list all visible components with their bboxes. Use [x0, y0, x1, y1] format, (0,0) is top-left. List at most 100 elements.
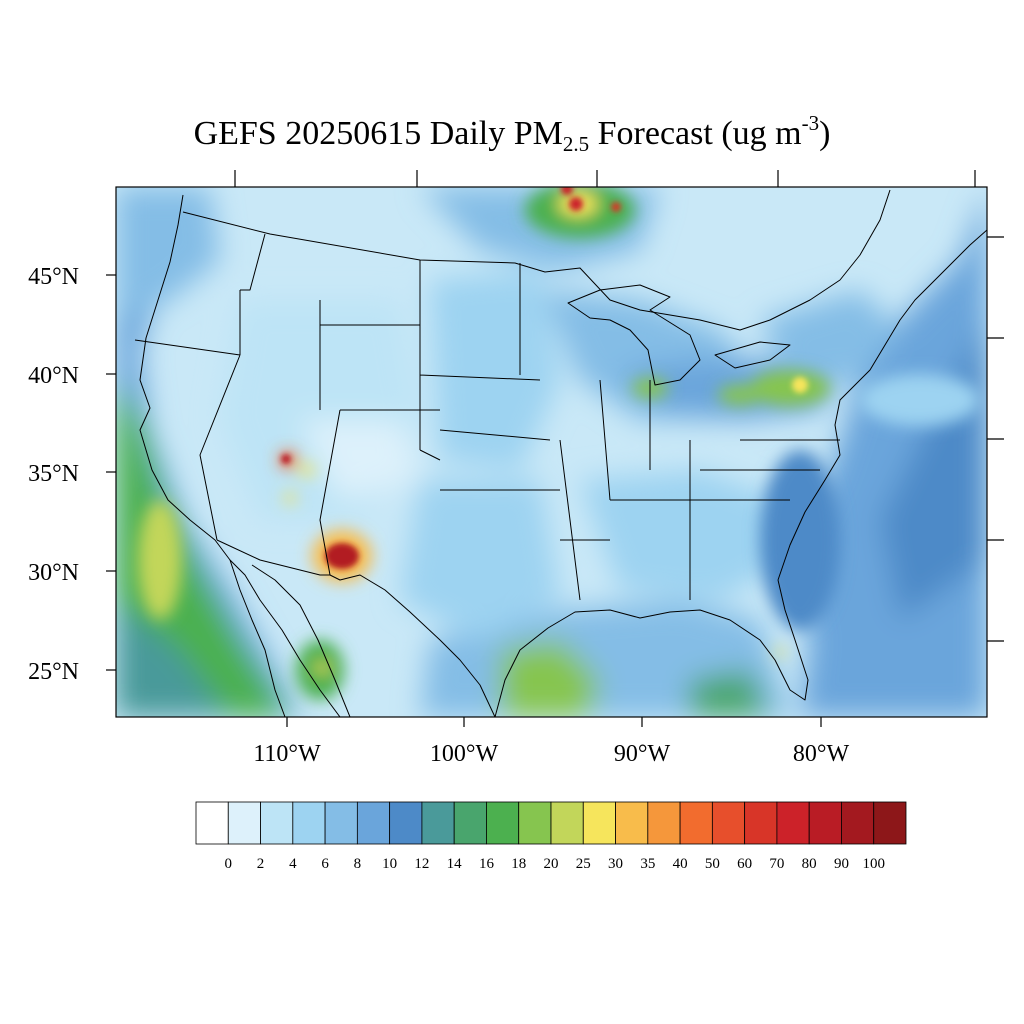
pacific-teal-field	[116, 600, 230, 717]
colorbar-swatch	[679, 801, 713, 845]
colorbar-tick-label: 0	[225, 856, 233, 872]
four-corners-light-field	[300, 420, 420, 500]
colorbar-swatch	[421, 801, 455, 845]
texas-field	[400, 480, 560, 640]
colorbar-tick-label: 6	[321, 856, 329, 872]
arizona-fire-3	[284, 492, 296, 504]
colorbar-tick-label: 2	[257, 856, 265, 872]
pacific-nw-field	[116, 187, 220, 320]
map-ticks	[106, 170, 1004, 727]
northeast-field	[760, 290, 900, 380]
colorbar-tick-label: 60	[737, 856, 752, 872]
colorbar-tick-label: 10	[382, 856, 397, 872]
lat-label: 40°N	[28, 363, 79, 389]
se-coast-band	[760, 450, 840, 630]
colorbar-tick-label: 20	[544, 856, 559, 872]
pm-features	[138, 187, 980, 700]
title-middle: Forecast (ug m	[589, 115, 802, 152]
lat-label: 45°N	[28, 264, 79, 290]
borders	[134, 189, 987, 717]
title-unit-superscript: -3	[801, 111, 820, 135]
new-mexico-fire-core	[325, 543, 359, 569]
lon-labels: 110°W 100°W 90°W 80°W	[253, 741, 849, 767]
atlantic-shore-band	[860, 374, 980, 426]
colorbar-tick-label: 25	[576, 856, 591, 872]
lat-label: 30°N	[28, 560, 79, 586]
great-lakes	[567, 284, 701, 386]
colorbar-swatch	[776, 801, 810, 845]
plains-field	[430, 270, 560, 470]
colorbar-swatch	[647, 801, 681, 845]
southeast-field	[580, 470, 790, 600]
colorbar-tick-label: 18	[511, 856, 526, 872]
atlantic-coastline	[777, 229, 987, 581]
colorbar-swatch	[550, 801, 584, 845]
mexico-coast	[251, 564, 351, 717]
gulf-green-field	[500, 640, 600, 717]
colorbar-swatch	[292, 801, 326, 845]
map-frame	[115, 186, 988, 718]
lon-label: 110°W	[253, 741, 321, 767]
colorbar-tick-label: 35	[640, 856, 655, 872]
pennsylvania-core	[792, 377, 808, 393]
title-pm-subscript: 2.5	[562, 132, 590, 156]
colorbar-tick-label: 50	[705, 856, 720, 872]
baja-coast	[229, 559, 341, 717]
colorbar-tick-label: 4	[289, 856, 297, 872]
arizona-fire-2	[300, 463, 314, 477]
canada-border	[182, 189, 891, 331]
title-suffix: )	[819, 115, 831, 152]
lat-label: 35°N	[28, 461, 79, 487]
colorbar-tick-label: 8	[354, 856, 362, 872]
ohio-plume-green	[718, 385, 762, 405]
colorbar-tick-label: 80	[802, 856, 817, 872]
colorbar-labels: 0 2 4 6 8 10 12 14 16 18 20 25 30 35 40 50 60 70 80 90 100	[225, 856, 885, 872]
colorbar-swatch	[615, 801, 649, 845]
lake-erie	[714, 341, 791, 369]
title-prefix: GEFS 20250615 Daily PM	[193, 115, 563, 152]
colorbar-tick-label: 90	[834, 856, 849, 872]
ontario-fire-core-2	[561, 187, 573, 195]
colorbar-swatch	[453, 801, 487, 845]
arizona-fire-core	[281, 454, 291, 464]
colorbar-swatch	[324, 801, 358, 845]
colorbar-tick-label: 70	[769, 856, 784, 872]
map-title: GEFS 20250615 Daily PM2.5 Forecast (ug m…	[0, 112, 1024, 156]
lon-label: 90°W	[614, 741, 671, 767]
florida-spot	[775, 647, 785, 657]
colorbar-swatch	[356, 801, 391, 845]
lon-label: 100°W	[430, 741, 499, 767]
west-coastline	[139, 194, 286, 717]
colorbar-swatch	[808, 801, 842, 845]
lon-label: 80°W	[793, 741, 850, 767]
colorbar-swatch	[518, 801, 552, 845]
pacific-coastal-green-field	[116, 380, 290, 717]
lat-labels: 45°N 40°N 35°N 30°N 25°N	[28, 264, 79, 685]
gulf-east-green-field	[690, 670, 770, 717]
colorbar-swatch	[873, 801, 907, 845]
ontario-fire-core-1	[569, 197, 583, 211]
colorbar-tick-label: 14	[447, 856, 463, 872]
colorbar-swatch	[195, 801, 229, 845]
colorbar-tick-label: 30	[608, 856, 623, 872]
baja-fire	[316, 662, 328, 674]
map-panel	[116, 187, 987, 717]
ontario-fire-core-3	[611, 202, 621, 212]
california-plume	[138, 500, 182, 620]
colorbar-swatch	[841, 801, 875, 845]
state-lines	[134, 233, 840, 601]
mexico-border	[216, 539, 496, 717]
colorbar	[195, 801, 907, 845]
pennsylvania-plume-green	[750, 370, 830, 406]
colorbar-swatch	[582, 801, 616, 845]
colorbar-swatch	[711, 801, 746, 845]
colorbar-swatch	[744, 801, 778, 845]
colorbar-tick-label: 12	[414, 856, 429, 872]
colorbar-tick-label: 100	[862, 856, 885, 872]
colorbar-swatch	[486, 801, 520, 845]
pm-hotspots	[281, 187, 808, 569]
gulf-coastline	[494, 579, 809, 717]
colorbar-swatch	[227, 801, 261, 845]
colorbar-tick-label: 40	[673, 856, 688, 872]
